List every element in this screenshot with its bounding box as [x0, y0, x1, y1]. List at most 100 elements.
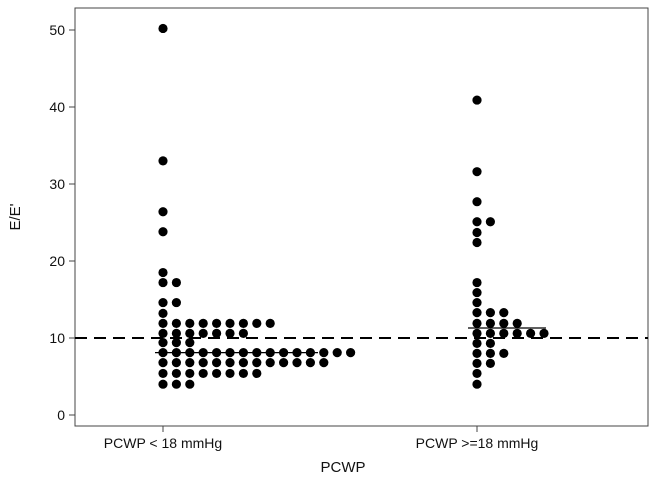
- data-point: [158, 328, 168, 338]
- data-point: [472, 328, 482, 338]
- data-point: [472, 338, 482, 348]
- y-tick-label: 0: [57, 407, 65, 423]
- data-point: [212, 358, 222, 368]
- data-point: [158, 207, 168, 217]
- data-point: [265, 318, 275, 328]
- data-point: [472, 379, 482, 389]
- data-point: [198, 358, 208, 368]
- y-tick-label: 40: [49, 99, 65, 115]
- data-point: [185, 338, 195, 348]
- data-point: [265, 358, 275, 368]
- data-point: [171, 368, 181, 379]
- x-tick-label: PCWP >=18 mmHg: [416, 435, 539, 451]
- data-point: [485, 307, 495, 318]
- data-point: [252, 368, 262, 379]
- data-point: [238, 318, 248, 328]
- data-point: [225, 328, 235, 338]
- data-point: [485, 338, 495, 348]
- data-point: [472, 237, 482, 248]
- data-point: [305, 358, 315, 368]
- data-point: [171, 358, 181, 368]
- data-point: [212, 368, 222, 379]
- data-point: [238, 328, 248, 338]
- data-point: [171, 379, 181, 389]
- x-axis-label: PCWP: [321, 459, 366, 476]
- data-point: [158, 277, 168, 288]
- data-point: [332, 348, 342, 358]
- data-point: [472, 318, 482, 328]
- data-point: [171, 328, 181, 338]
- data-point: [472, 197, 482, 207]
- data-point: [512, 328, 522, 338]
- data-point: [472, 95, 482, 105]
- data-point: [472, 307, 482, 318]
- data-point: [198, 368, 208, 379]
- median-lines: [155, 327, 546, 354]
- data-point: [252, 318, 262, 328]
- data-point: [499, 328, 509, 338]
- y-tick-label: 10: [49, 330, 65, 346]
- data-point: [198, 318, 208, 328]
- data-point: [212, 328, 222, 338]
- data-point: [485, 318, 495, 328]
- data-point: [279, 358, 289, 368]
- data-point: [346, 348, 356, 358]
- data-point: [499, 348, 509, 358]
- data-point: [319, 348, 329, 358]
- y-tick-label: 30: [49, 176, 65, 192]
- data-point: [319, 358, 329, 368]
- data-point: [212, 318, 222, 328]
- data-point: [185, 379, 195, 389]
- plot-frame: [74, 7, 649, 427]
- data-point: [185, 358, 195, 368]
- data-point: [485, 328, 495, 338]
- data-point: [158, 156, 168, 166]
- data-point: [225, 358, 235, 368]
- data-point: [499, 318, 509, 328]
- data-point: [185, 368, 195, 379]
- data-point: [472, 227, 482, 238]
- data-point: [472, 358, 482, 369]
- data-point: [185, 328, 195, 338]
- data-point: [472, 167, 482, 177]
- data-point: [292, 358, 302, 368]
- data-point: [238, 358, 248, 368]
- data-point: [158, 227, 168, 237]
- x-axis: PCWP < 18 mmHg PCWP >=18 mmHg: [104, 426, 539, 451]
- y-axis-label: E/E': [7, 203, 24, 230]
- data-point: [158, 379, 168, 389]
- data-point: [198, 328, 208, 338]
- y-axis: 0 10 20 30 40 50: [49, 22, 75, 423]
- data-point: [472, 297, 482, 308]
- y-tick-label: 20: [49, 253, 65, 269]
- data-point: [499, 307, 509, 318]
- data-point: [158, 358, 168, 368]
- data-point: [472, 277, 482, 288]
- data-points: [158, 23, 549, 389]
- data-point: [171, 297, 181, 308]
- data-point: [158, 368, 168, 379]
- data-point: [238, 368, 248, 379]
- data-point: [472, 368, 482, 379]
- data-point: [472, 217, 482, 227]
- data-point: [158, 318, 168, 328]
- data-point: [252, 358, 262, 368]
- data-point: [485, 358, 495, 369]
- data-point: [185, 318, 195, 328]
- data-point: [158, 267, 168, 278]
- data-point: [512, 318, 522, 328]
- data-point: [171, 318, 181, 328]
- data-point: [225, 318, 235, 328]
- data-point: [485, 348, 495, 358]
- y-tick-label: 50: [49, 22, 65, 38]
- data-point: [158, 23, 168, 34]
- data-point: [158, 338, 168, 348]
- x-tick-label: PCWP < 18 mmHg: [104, 435, 222, 451]
- data-point: [158, 297, 168, 308]
- data-point: [472, 287, 482, 298]
- data-point: [539, 328, 549, 338]
- data-point: [171, 277, 181, 288]
- data-point: [171, 338, 181, 348]
- data-point: [225, 368, 235, 379]
